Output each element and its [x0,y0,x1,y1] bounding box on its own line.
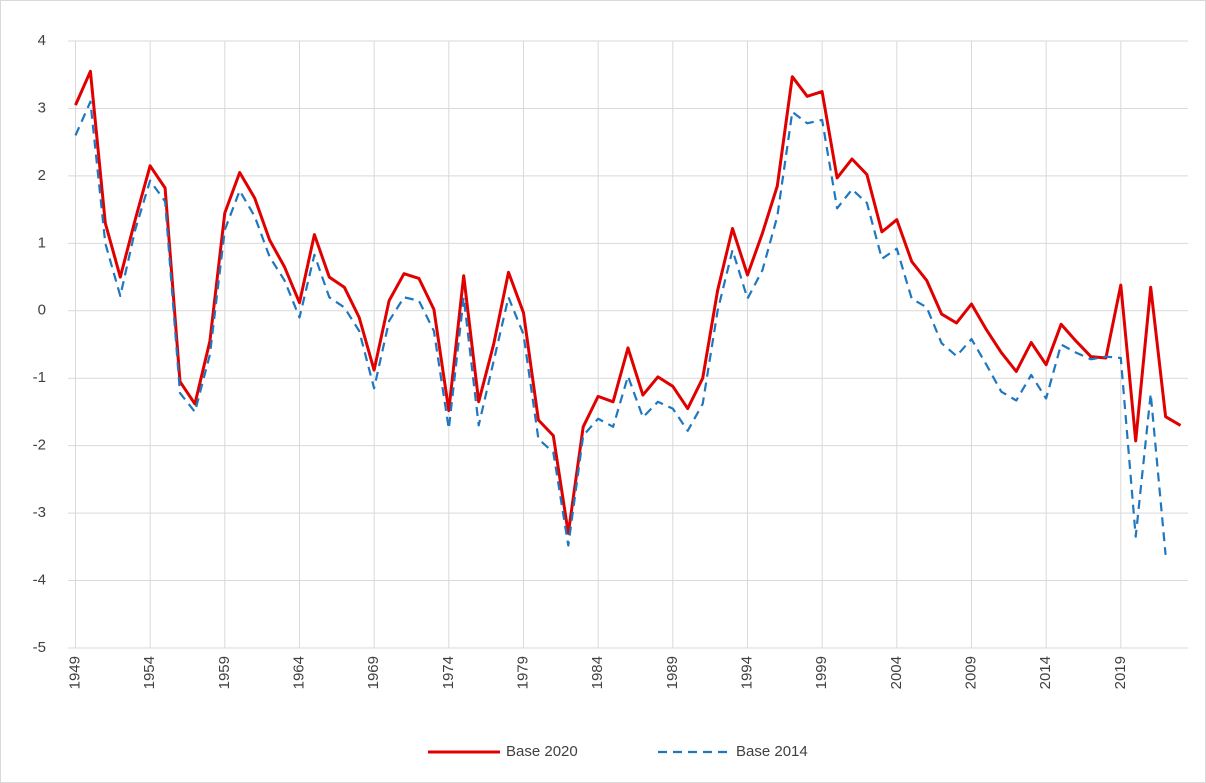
x-tick-label: 1989 [664,656,681,689]
x-tick-label: 1954 [141,656,158,689]
x-tick-label: 2004 [888,656,905,689]
x-tick-label: 1959 [216,656,233,689]
y-tick-label: -5 [33,639,46,656]
series-line [74,100,1167,556]
legend-label: Base 2014 [736,743,808,760]
x-tick-label: 1974 [440,656,457,689]
x-tick-label: 1984 [589,656,606,689]
y-tick-label: 2 [38,167,46,184]
x-tick-label: 2014 [1037,656,1054,689]
x-tick-label: 1979 [514,656,531,689]
x-tick-label: 1999 [813,656,830,689]
y-tick-label: -3 [33,504,46,521]
y-tick-label: -4 [33,572,46,589]
y-tick-label: 3 [38,99,46,116]
x-tick-label: 1994 [738,656,755,689]
x-tick-label: 1969 [365,656,382,689]
y-tick-label: 0 [38,302,46,319]
x-tick-label: 2019 [1112,656,1129,689]
legend-label: Base 2020 [506,743,578,760]
y-tick-label: -1 [33,369,46,386]
x-tick-label: 1949 [66,656,83,689]
y-tick-label: 1 [38,234,46,251]
x-tick-label: 1964 [290,656,307,689]
y-tick-label: -2 [33,437,46,454]
y-tick-label: 4 [38,32,46,49]
x-tick-label: 2009 [962,656,979,689]
series-line [74,69,1182,535]
